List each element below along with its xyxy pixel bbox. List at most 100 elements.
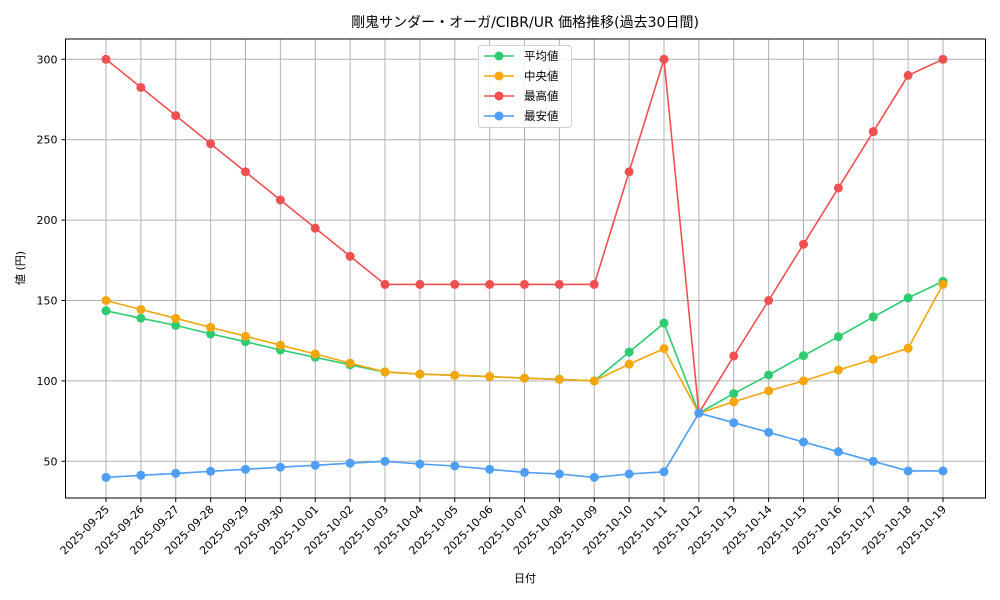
legend-marker-icon bbox=[494, 111, 504, 121]
data-point bbox=[450, 461, 460, 471]
data-point bbox=[241, 167, 250, 177]
data-point bbox=[799, 351, 808, 361]
data-point bbox=[554, 374, 564, 384]
legend-marker-icon bbox=[494, 51, 504, 61]
data-point bbox=[589, 279, 599, 289]
data-point bbox=[136, 313, 146, 323]
data-point bbox=[799, 239, 808, 249]
data-point bbox=[136, 82, 146, 92]
data-point bbox=[206, 466, 216, 476]
data-point bbox=[171, 320, 181, 330]
data-point bbox=[485, 279, 495, 289]
data-point bbox=[799, 376, 808, 386]
y-tick-label: 100 bbox=[37, 375, 58, 388]
data-point bbox=[624, 167, 634, 177]
data-point bbox=[206, 322, 216, 332]
data-point bbox=[659, 344, 669, 354]
series-3 bbox=[101, 408, 948, 482]
data-point bbox=[206, 329, 216, 339]
data-point bbox=[380, 456, 390, 466]
plot-frame bbox=[65, 38, 986, 499]
data-point bbox=[799, 437, 808, 447]
data-point bbox=[275, 195, 285, 205]
data-point bbox=[589, 472, 599, 482]
chart-title: 剛鬼サンダー・オーガ/CIBR/UR 価格推移(過去30日間) bbox=[351, 15, 699, 31]
data-point bbox=[868, 312, 878, 322]
data-point bbox=[485, 372, 495, 382]
data-point bbox=[659, 54, 669, 64]
legend-label: 中央値 bbox=[524, 69, 559, 83]
data-point bbox=[101, 306, 111, 316]
data-point bbox=[729, 389, 739, 399]
data-point bbox=[729, 397, 739, 407]
data-point bbox=[520, 467, 529, 477]
data-point bbox=[729, 418, 739, 428]
data-point bbox=[345, 358, 355, 368]
data-point bbox=[903, 293, 913, 303]
data-point bbox=[171, 468, 181, 478]
data-point bbox=[101, 472, 111, 482]
data-point bbox=[764, 427, 774, 437]
data-point bbox=[450, 370, 460, 380]
data-point bbox=[659, 318, 669, 328]
data-point bbox=[310, 223, 320, 233]
data-point bbox=[624, 469, 634, 479]
data-point bbox=[764, 296, 774, 305]
data-point bbox=[136, 305, 146, 315]
data-series bbox=[101, 54, 948, 482]
data-point bbox=[275, 462, 285, 472]
data-point bbox=[101, 296, 111, 305]
legend-box bbox=[478, 45, 572, 128]
y-axis-ticks: 50 100 150 200 250 300 bbox=[37, 53, 66, 468]
x-axis-ticks: 2025-09-252025-09-262025-09-272025-09-28… bbox=[58, 498, 949, 557]
data-point bbox=[764, 370, 774, 380]
y-tick-label: 300 bbox=[37, 53, 58, 66]
data-point bbox=[310, 460, 320, 470]
data-point bbox=[520, 279, 529, 289]
data-point bbox=[589, 376, 599, 386]
data-point bbox=[903, 466, 913, 476]
data-point bbox=[833, 447, 843, 457]
data-point bbox=[345, 458, 355, 468]
data-point bbox=[868, 354, 878, 364]
data-point bbox=[310, 349, 320, 359]
data-point bbox=[520, 373, 529, 383]
data-point bbox=[171, 111, 181, 121]
data-point bbox=[624, 359, 634, 369]
y-tick-label: 250 bbox=[37, 134, 58, 147]
data-point bbox=[275, 340, 285, 350]
x-axis-label: 日付 bbox=[514, 572, 536, 585]
data-point bbox=[938, 54, 948, 64]
y-tick-label: 50 bbox=[44, 455, 58, 468]
data-point bbox=[833, 365, 843, 375]
legend-marker-icon bbox=[494, 71, 504, 81]
y-tick-label: 150 bbox=[37, 295, 58, 308]
legend-label: 最安値 bbox=[524, 109, 559, 123]
data-point bbox=[450, 279, 460, 289]
legend-label: 最高値 bbox=[524, 89, 559, 103]
data-point bbox=[171, 313, 181, 323]
data-point bbox=[833, 183, 843, 193]
data-point bbox=[624, 347, 634, 357]
data-point bbox=[415, 369, 425, 379]
data-point bbox=[554, 279, 564, 289]
data-point bbox=[415, 279, 425, 289]
data-point bbox=[206, 139, 216, 149]
data-point bbox=[938, 279, 948, 289]
y-tick-label: 200 bbox=[37, 214, 58, 227]
data-point bbox=[903, 70, 913, 80]
data-point bbox=[136, 470, 146, 480]
data-point bbox=[345, 251, 355, 261]
data-point bbox=[868, 127, 878, 137]
grid-lines bbox=[65, 39, 986, 498]
legend-marker-icon bbox=[494, 91, 504, 101]
data-point bbox=[485, 464, 495, 474]
data-point bbox=[729, 351, 739, 361]
data-point bbox=[764, 386, 774, 396]
data-point bbox=[554, 469, 564, 479]
legend-label: 平均値 bbox=[524, 49, 559, 63]
data-point bbox=[101, 54, 111, 64]
data-point bbox=[415, 459, 425, 469]
data-point bbox=[938, 466, 948, 476]
data-point bbox=[903, 343, 913, 353]
